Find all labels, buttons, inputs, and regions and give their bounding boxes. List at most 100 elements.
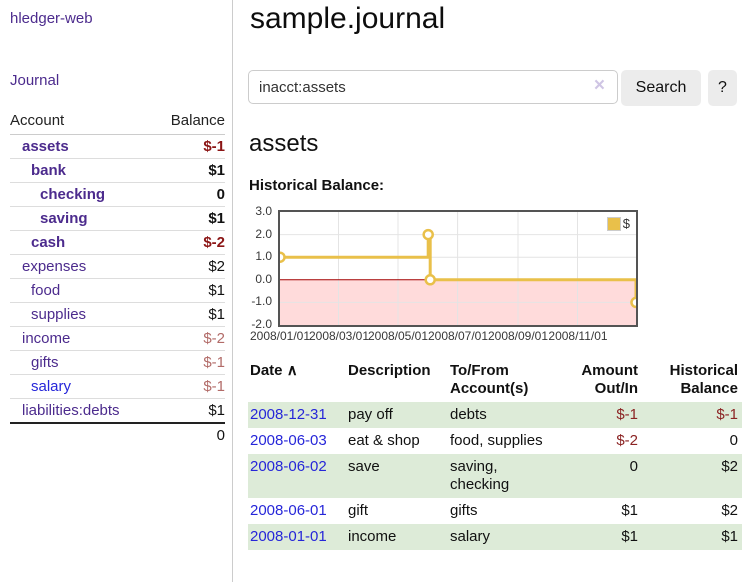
- transaction-accounts: salary: [450, 528, 491, 545]
- account-row: bank $1: [10, 158, 225, 183]
- sidebar-accounts-table: Account Balance assets $-1 bank $1 check…: [10, 108, 225, 447]
- transaction-balance: $2: [721, 502, 738, 519]
- transaction-row: 2008-06-03 eat & shop food, supplies $-2…: [248, 428, 742, 454]
- balance-column-header: Historical Balance: [669, 362, 738, 397]
- transaction-description: income: [348, 528, 397, 545]
- account-row: supplies $1: [10, 302, 225, 327]
- transaction-description: save: [348, 458, 380, 475]
- transaction-date-link[interactable]: 2008-06-02: [250, 458, 327, 475]
- accounts-column-header: To/From Account(s): [450, 362, 529, 397]
- account-balance: 0: [153, 182, 225, 207]
- sidebar: hledger-web Journal Account Balance asse…: [0, 0, 233, 582]
- account-link-cash[interactable]: cash: [31, 234, 66, 251]
- transaction-description: gift: [348, 502, 369, 519]
- account-row: liabilities:debts $1: [10, 398, 225, 424]
- description-column-header: Description: [348, 362, 431, 379]
- legend-series-label: $: [622, 216, 630, 231]
- balance-column-header: Balance: [153, 108, 225, 135]
- transaction-balance: $1: [721, 528, 738, 545]
- sort-ascending-icon: ∧: [286, 362, 298, 379]
- transaction-date-link[interactable]: 2008-12-31: [250, 406, 327, 423]
- chart-title: Historical Balance:: [249, 177, 385, 194]
- transaction-date-link[interactable]: 2008-06-03: [250, 432, 327, 449]
- account-row: food $1: [10, 278, 225, 303]
- x-axis-tick: 2008/07/01: [427, 329, 489, 343]
- x-axis-tick: 2008/05/01: [367, 329, 429, 343]
- clear-search-icon[interactable]: ×: [593, 75, 605, 96]
- transaction-accounts: gifts: [450, 502, 478, 519]
- page-title: sample.journal: [250, 2, 446, 35]
- transaction-amount: 0: [629, 458, 638, 475]
- transaction-description: pay off: [348, 406, 393, 423]
- transactions-header-row: Date ∧ Description To/From Account(s) Am…: [248, 360, 742, 402]
- search-button[interactable]: Search: [621, 70, 701, 106]
- account-link-supplies[interactable]: supplies: [31, 306, 87, 323]
- y-axis-tick: 2.0: [255, 227, 272, 241]
- date-column-header[interactable]: Date ∧: [250, 362, 298, 379]
- transaction-date-link[interactable]: 2008-01-01: [250, 528, 327, 545]
- transaction-amount: $1: [621, 502, 638, 519]
- account-link-liabilities-debts[interactable]: liabilities:debts: [22, 402, 120, 419]
- account-link-salary[interactable]: salary: [31, 378, 72, 395]
- account-row: gifts $-1: [10, 350, 225, 375]
- search-input[interactable]: [248, 70, 618, 104]
- gridlines: [280, 212, 636, 325]
- search-form: × Search ?: [248, 70, 742, 106]
- account-link-gifts[interactable]: gifts: [31, 354, 59, 371]
- account-balance: $1: [153, 158, 225, 183]
- account-link-income[interactable]: income: [22, 330, 71, 347]
- account-link-expenses[interactable]: expenses: [22, 258, 87, 275]
- transaction-balance: $-1: [716, 406, 738, 423]
- x-axis-tick: 2008/01/01: [249, 329, 311, 343]
- account-balance: $-2: [153, 230, 225, 255]
- transaction-amount: $1: [621, 528, 638, 545]
- account-row: income $-2: [10, 326, 225, 351]
- account-balance: $-1: [153, 374, 225, 399]
- account-balance: $-1: [153, 350, 225, 375]
- account-row: saving $1: [10, 206, 225, 231]
- chart-legend: $: [604, 215, 632, 232]
- transaction-amount: $-2: [616, 432, 638, 449]
- account-link-bank[interactable]: bank: [31, 162, 67, 179]
- transaction-accounts: saving, checking: [450, 458, 510, 493]
- transaction-accounts: food, supplies: [450, 432, 543, 449]
- account-balance: $1: [153, 302, 225, 327]
- x-axis-tick: 2008/11/01: [548, 329, 608, 343]
- account-balance: $1: [153, 278, 225, 303]
- amount-column-header: Amount Out/In: [581, 362, 638, 397]
- transaction-row: 2008-01-01 income salary $1 $1: [248, 524, 742, 550]
- account-balance: $1: [153, 398, 225, 424]
- chart-canvas: [280, 212, 636, 325]
- transaction-accounts: debts: [450, 406, 487, 423]
- app-title-link[interactable]: hledger-web: [10, 10, 93, 27]
- account-balance: $1: [153, 206, 225, 231]
- transaction-amount: $-1: [616, 406, 638, 423]
- transaction-balance: 0: [729, 432, 738, 449]
- account-row: checking 0: [10, 182, 225, 207]
- account-row: salary $-1: [10, 374, 225, 399]
- search-field-wrap: ×: [248, 70, 618, 104]
- account-row: assets $-1: [10, 134, 225, 159]
- main-content: sample.journal × Search ? assets Histori…: [248, 0, 742, 582]
- account-balance: $-1: [153, 134, 225, 159]
- y-axis-tick: 1.0: [255, 249, 272, 263]
- sidebar-item-journal[interactable]: Journal: [10, 72, 60, 89]
- account-link-assets[interactable]: assets: [22, 138, 69, 155]
- legend-series-swatch: [606, 216, 621, 231]
- x-axis-tick: 2008/09/01: [487, 329, 549, 343]
- accounts-total: 0: [153, 422, 225, 447]
- account-link-food[interactable]: food: [31, 282, 61, 299]
- data-point-markers: [280, 228, 636, 309]
- help-button[interactable]: ?: [708, 70, 737, 106]
- x-axis-tick: 2008/03/01: [308, 329, 370, 343]
- y-axis-tick: -2.0: [251, 317, 272, 331]
- account-link-checking[interactable]: checking: [40, 186, 106, 203]
- transaction-row: 2008-06-01 gift gifts $1 $2: [248, 498, 742, 524]
- y-axis-tick: 3.0: [255, 204, 272, 218]
- account-link-saving[interactable]: saving: [40, 210, 88, 227]
- transaction-description: eat & shop: [348, 432, 420, 449]
- chart-plot-area: $: [278, 210, 638, 327]
- transaction-date-link[interactable]: 2008-06-01: [250, 502, 327, 519]
- account-heading: assets: [249, 130, 319, 157]
